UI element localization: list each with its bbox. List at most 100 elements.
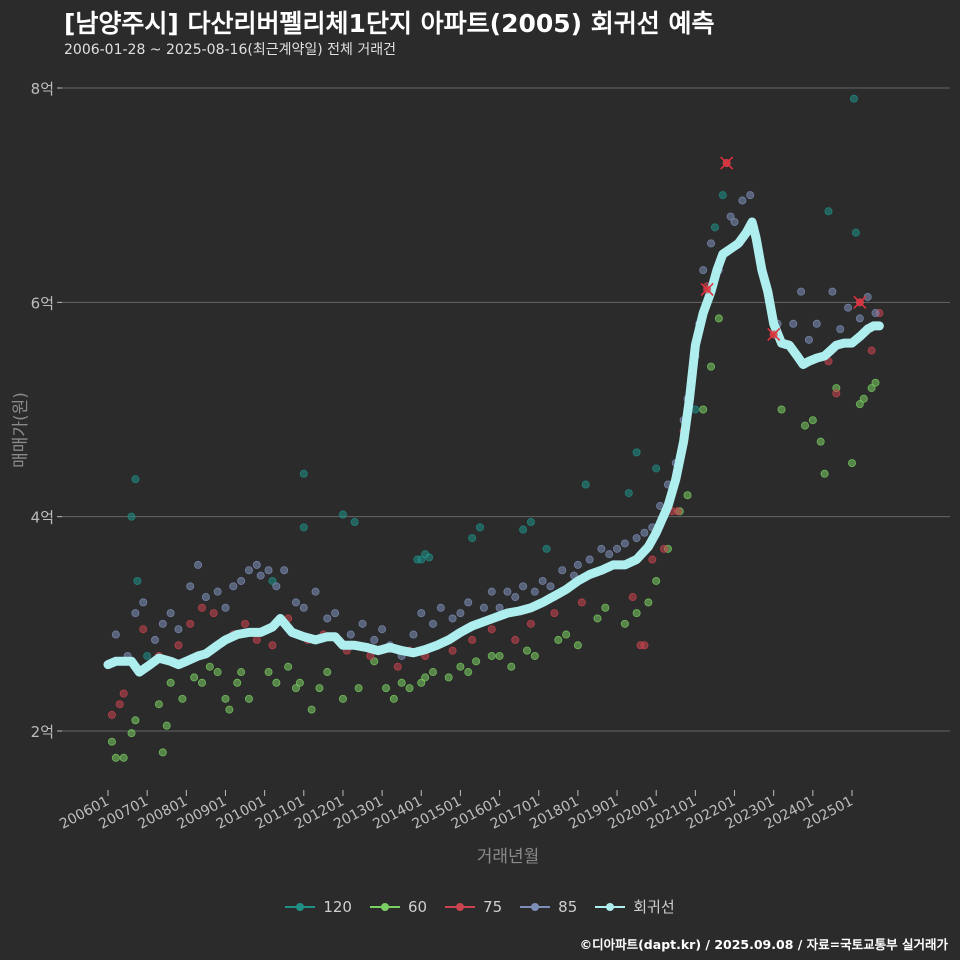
data-point-60 bbox=[816, 437, 825, 446]
legend-label: 75 bbox=[483, 897, 503, 916]
data-point-60 bbox=[197, 678, 206, 687]
data-point-75 bbox=[115, 700, 124, 709]
data-point-85 bbox=[194, 560, 203, 569]
data-point-60 bbox=[801, 421, 810, 430]
data-point-60 bbox=[593, 614, 602, 623]
data-point-75 bbox=[241, 619, 250, 628]
data-point-75 bbox=[577, 598, 586, 607]
legend-item: 회귀선 bbox=[595, 896, 675, 917]
data-point-75 bbox=[186, 619, 195, 628]
data-point-120 bbox=[127, 512, 136, 521]
data-point-60 bbox=[522, 646, 531, 655]
data-point-85 bbox=[323, 614, 332, 623]
data-point-85 bbox=[201, 593, 210, 602]
legend-item: 60 bbox=[369, 896, 428, 917]
data-point-60 bbox=[354, 684, 363, 693]
data-point-60 bbox=[808, 416, 817, 425]
data-point-85 bbox=[699, 266, 708, 275]
data-point-60 bbox=[632, 609, 641, 618]
data-point-60 bbox=[237, 668, 246, 677]
data-point-120 bbox=[519, 525, 528, 534]
data-point-75 bbox=[393, 662, 402, 671]
y-axis-label: 매매가(원) bbox=[11, 392, 31, 468]
data-point-85 bbox=[256, 571, 265, 580]
data-point-75 bbox=[448, 646, 457, 655]
data-point-85 bbox=[299, 603, 308, 612]
data-point-85 bbox=[812, 319, 821, 328]
data-point-60 bbox=[244, 694, 253, 703]
data-point-60 bbox=[119, 753, 128, 762]
y-tick-label: 2억 bbox=[31, 723, 54, 741]
data-point-75 bbox=[648, 555, 657, 564]
data-point-85 bbox=[237, 576, 246, 585]
data-point-85 bbox=[252, 560, 261, 569]
data-point-75 bbox=[628, 593, 637, 602]
data-point-85 bbox=[632, 534, 641, 543]
data-point-85 bbox=[726, 212, 735, 221]
data-point-85 bbox=[158, 619, 167, 628]
data-point-85 bbox=[797, 287, 806, 296]
data-point-60 bbox=[382, 684, 391, 693]
data-point-85 bbox=[331, 609, 340, 618]
data-point-85 bbox=[166, 609, 175, 618]
data-point-60 bbox=[158, 748, 167, 757]
data-point-85 bbox=[378, 625, 387, 634]
data-point-85 bbox=[244, 566, 253, 575]
data-point-85 bbox=[789, 319, 798, 328]
data-point-85 bbox=[111, 630, 120, 639]
data-point-60 bbox=[131, 716, 140, 725]
data-points bbox=[107, 94, 884, 762]
data-point-60 bbox=[221, 694, 230, 703]
legend-label: 85 bbox=[558, 897, 578, 916]
data-point-85 bbox=[213, 587, 222, 596]
data-point-60 bbox=[323, 668, 332, 677]
data-point-60 bbox=[429, 668, 438, 677]
data-point-85 bbox=[291, 598, 300, 607]
data-point-120 bbox=[133, 576, 142, 585]
data-point-85 bbox=[464, 598, 473, 607]
data-point-60 bbox=[444, 673, 453, 682]
data-point-60 bbox=[213, 668, 222, 677]
data-point-85 bbox=[150, 635, 159, 644]
data-point-85 bbox=[804, 335, 813, 344]
data-point-60 bbox=[421, 673, 430, 682]
regression-line bbox=[103, 217, 884, 677]
legend-key-icon bbox=[445, 900, 476, 914]
data-point-85 bbox=[546, 582, 555, 591]
legend-label: 120 bbox=[323, 897, 352, 916]
data-point-75 bbox=[832, 389, 841, 398]
outlier-marker bbox=[720, 156, 734, 170]
data-point-60 bbox=[554, 635, 563, 644]
legend-item: 85 bbox=[520, 896, 577, 917]
data-point-120 bbox=[143, 651, 152, 660]
data-point-85 bbox=[605, 550, 614, 559]
data-point-60 bbox=[777, 405, 786, 414]
data-point-85 bbox=[519, 582, 528, 591]
data-point-60 bbox=[178, 694, 187, 703]
data-point-75 bbox=[511, 635, 520, 644]
legend-key-icon bbox=[520, 900, 551, 914]
data-point-85 bbox=[730, 217, 739, 226]
legend-label: 회귀선 bbox=[633, 898, 675, 916]
data-point-85 bbox=[844, 303, 853, 312]
data-point-60 bbox=[859, 394, 868, 403]
data-point-85 bbox=[738, 196, 747, 205]
highlight-markers bbox=[700, 156, 867, 342]
data-point-60 bbox=[225, 705, 234, 714]
data-point-85 bbox=[530, 587, 539, 596]
data-point-60 bbox=[291, 684, 300, 693]
data-point-60 bbox=[714, 314, 723, 323]
data-point-85 bbox=[836, 325, 845, 334]
data-point-120 bbox=[849, 94, 858, 103]
legend-label: 60 bbox=[407, 897, 428, 916]
data-point-120 bbox=[824, 207, 833, 216]
data-point-120 bbox=[468, 534, 477, 543]
data-point-60 bbox=[683, 491, 692, 500]
data-point-60 bbox=[707, 362, 716, 371]
data-point-85 bbox=[487, 587, 496, 596]
y-tick-label: 8억 bbox=[31, 80, 54, 98]
data-point-75 bbox=[107, 710, 116, 719]
data-point-60 bbox=[272, 678, 281, 687]
data-point-120 bbox=[526, 518, 535, 527]
